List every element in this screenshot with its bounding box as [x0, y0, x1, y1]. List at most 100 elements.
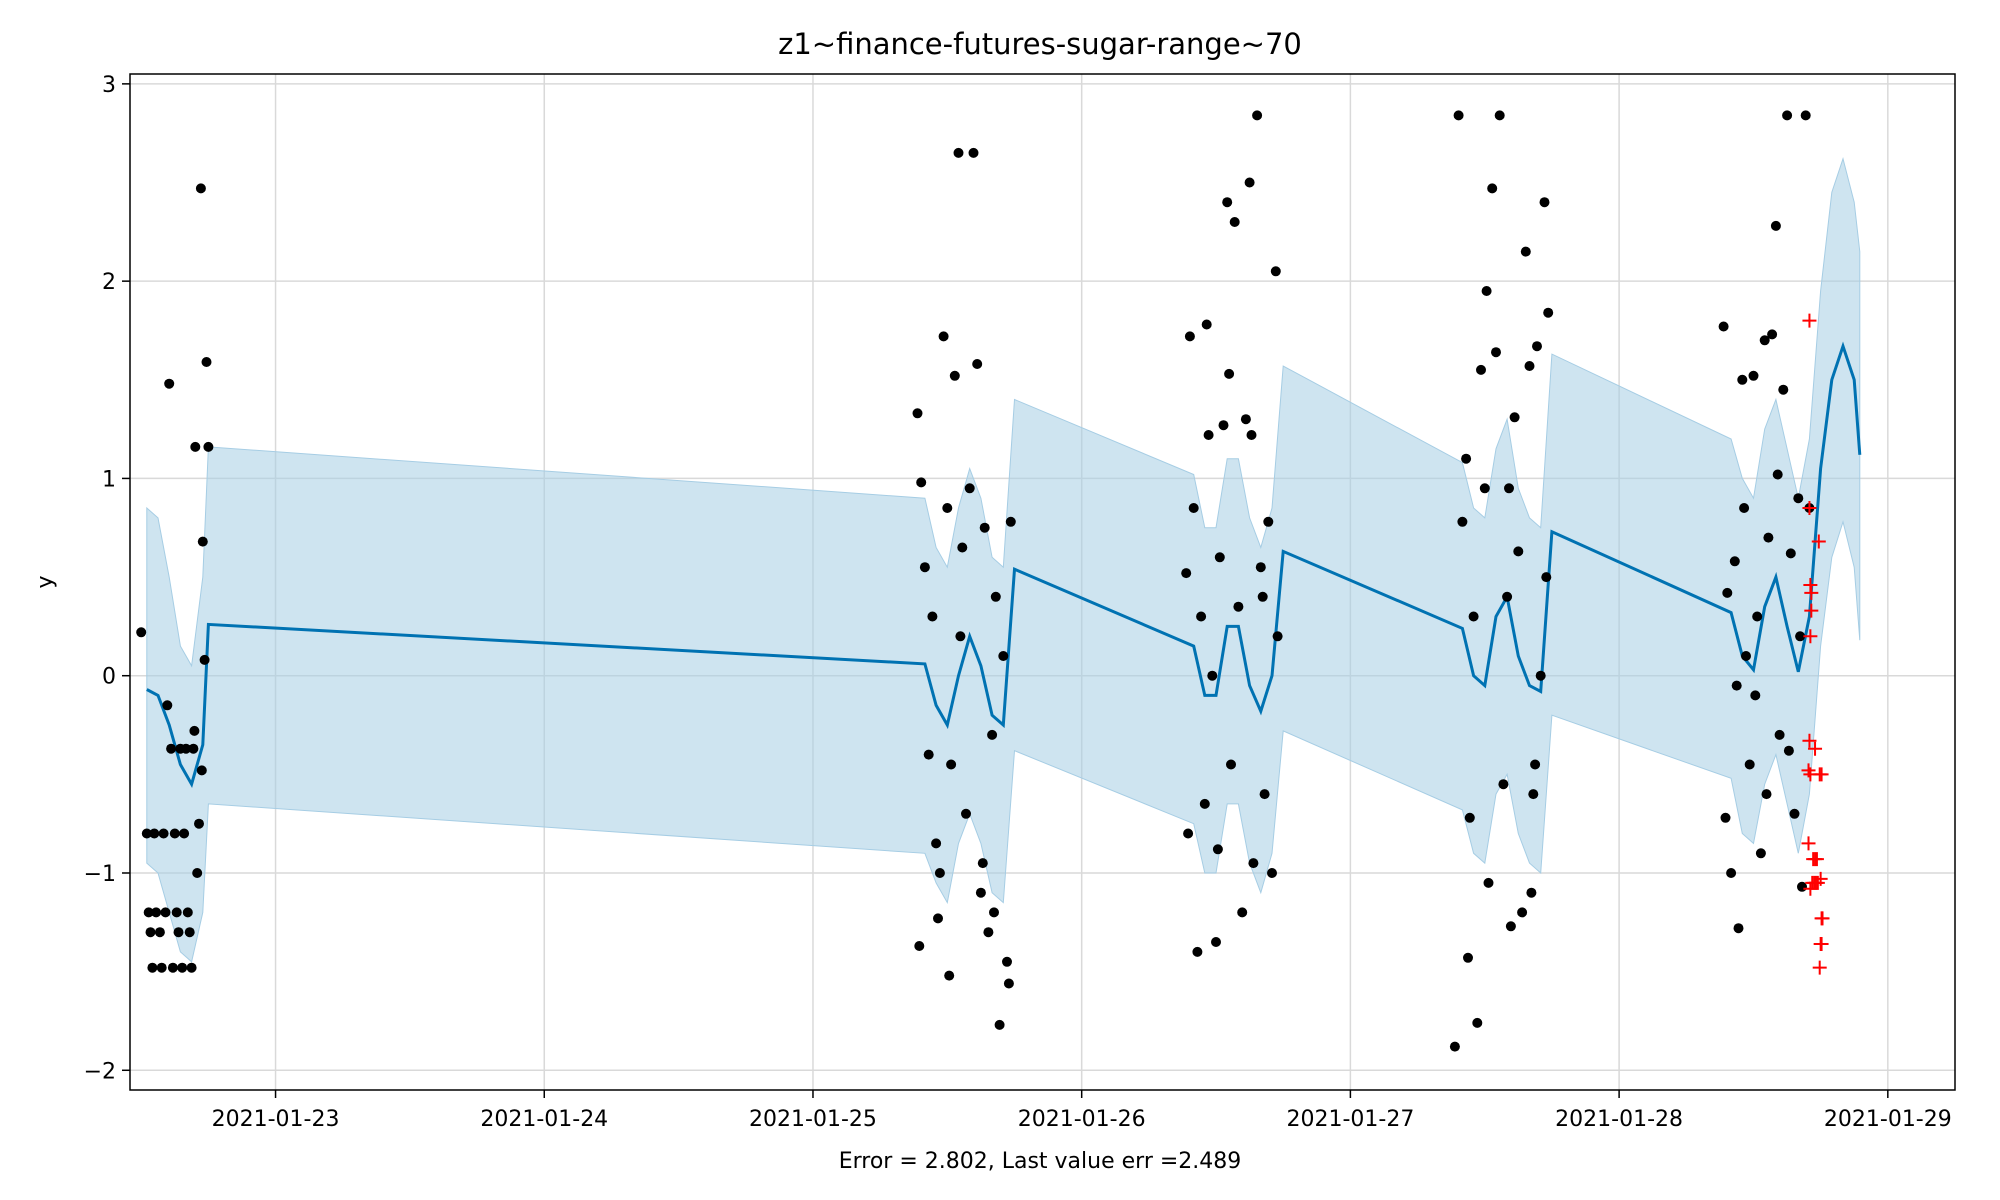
observed-point — [1224, 368, 1235, 379]
observed-point — [1741, 651, 1751, 661]
observed-point — [983, 927, 994, 938]
observed-point — [1229, 217, 1240, 227]
y-tick-label: −2 — [84, 1059, 116, 1084]
observed-point — [972, 359, 983, 369]
observed-point — [143, 907, 154, 918]
observed-point — [955, 631, 966, 642]
observed-point — [1498, 779, 1509, 790]
x-tick-label: 2021-01-29 — [1824, 1107, 1952, 1132]
observed-point — [1722, 587, 1733, 598]
observed-point — [1491, 347, 1501, 358]
holdout-point — [1811, 534, 1826, 549]
observed-point — [994, 1019, 1005, 1030]
observed-point — [1718, 321, 1729, 332]
observed-point — [1720, 812, 1731, 823]
observed-point — [169, 828, 180, 839]
y-axis-label: y — [33, 575, 58, 588]
observed-point — [1476, 364, 1486, 375]
x-tick-label: 2021-01-24 — [480, 1107, 608, 1132]
holdout-point — [1814, 767, 1829, 782]
observed-point — [1233, 601, 1244, 612]
observed-point — [1785, 548, 1796, 559]
observed-point — [1002, 956, 1012, 967]
observed-point — [933, 913, 943, 924]
holdout-point — [1815, 911, 1830, 926]
observed-point — [1188, 503, 1199, 513]
observed-point — [1783, 745, 1794, 756]
observed-point — [1487, 183, 1498, 194]
observed-point — [1453, 110, 1464, 121]
observed-point — [1726, 868, 1737, 878]
observed-point — [1729, 556, 1740, 567]
observed-point — [987, 729, 998, 740]
observed-point — [1463, 952, 1473, 963]
observed-point — [968, 147, 979, 158]
observed-point — [1464, 812, 1475, 823]
plot-frame — [129, 73, 1956, 1091]
observed-point — [1541, 572, 1552, 583]
observed-point — [173, 927, 184, 938]
observed-point — [1267, 868, 1277, 878]
observed-point — [1770, 220, 1781, 231]
observed-point — [964, 483, 975, 494]
observed-point — [961, 808, 971, 819]
observed-point — [1530, 759, 1541, 770]
observed-point — [1214, 552, 1225, 563]
observed-point — [166, 743, 177, 754]
observed-point — [160, 907, 171, 918]
x-tick-label: 2021-01-27 — [1286, 1107, 1414, 1132]
observed-point — [1248, 858, 1259, 869]
observed-point — [179, 828, 190, 839]
forecast-line — [146, 341, 1862, 789]
observed-point — [1504, 483, 1514, 494]
observed-point — [1207, 670, 1218, 681]
observed-point — [1532, 341, 1542, 352]
y-tick-label: 1 — [102, 467, 116, 492]
plot-area — [129, 73, 1956, 1091]
y-axis: 3 2 1 0 −1 −2 — [84, 73, 130, 1084]
observed-point — [188, 743, 199, 754]
observed-point — [1270, 266, 1281, 277]
observed-point — [949, 370, 960, 381]
holdout-point — [1808, 741, 1823, 756]
observed-point — [1257, 591, 1268, 602]
observed-point — [1237, 907, 1248, 918]
observed-point — [1272, 631, 1283, 642]
observed-point — [1449, 1041, 1460, 1052]
y-tick-label: 0 — [102, 665, 116, 690]
observed-point — [934, 868, 945, 878]
observed-point — [1748, 370, 1759, 381]
observed-point — [1744, 759, 1755, 770]
observed-point — [190, 441, 201, 452]
observed-point — [975, 887, 986, 898]
observed-point — [196, 765, 207, 776]
x-tick-label: 2021-01-28 — [1555, 1107, 1683, 1132]
observed-point — [931, 838, 942, 849]
observed-point — [149, 828, 160, 839]
observed-point — [1199, 798, 1210, 809]
observed-point — [1517, 907, 1528, 918]
holdout-point — [1809, 852, 1824, 867]
holdout-point — [1813, 871, 1828, 886]
observed-point — [977, 858, 988, 869]
observed-point — [1761, 789, 1772, 800]
holdout-point — [1802, 501, 1817, 516]
observed-point — [1752, 611, 1763, 622]
observed-point — [1535, 670, 1546, 681]
observed-point — [946, 759, 957, 770]
observed-point — [1733, 923, 1744, 934]
observed-point — [1739, 503, 1750, 513]
observed-point — [1774, 729, 1785, 740]
observed-point — [1244, 177, 1255, 188]
observed-point — [171, 907, 182, 918]
observed-point — [1461, 453, 1472, 464]
observed-point — [1196, 611, 1207, 622]
observed-point — [942, 503, 953, 513]
observed-point — [182, 907, 193, 918]
holdout-point — [1804, 585, 1819, 600]
observed-point — [1183, 828, 1194, 839]
observed-point — [141, 828, 152, 839]
observed-point — [1502, 591, 1513, 602]
observed-point — [186, 962, 197, 973]
observed-point — [1481, 286, 1492, 296]
